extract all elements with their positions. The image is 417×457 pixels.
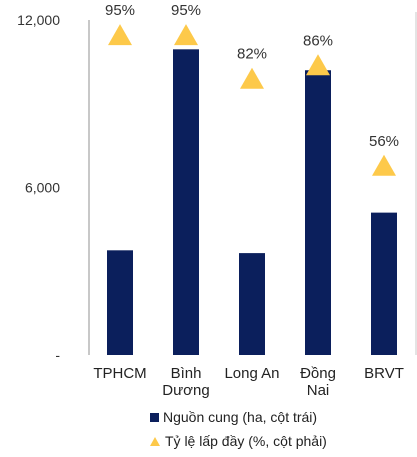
- x-category-label: Long An: [224, 365, 279, 382]
- marker-occupancy: [372, 154, 396, 176]
- legend-swatch-occupancy: [150, 436, 160, 446]
- y-left-tick-label: 6,000: [25, 180, 60, 196]
- x-category-label: BRVT: [364, 365, 404, 382]
- bar-supply: [107, 250, 133, 355]
- x-category-label: TPHCM: [93, 365, 146, 382]
- marker-occupancy: [108, 24, 132, 46]
- x-category-label-line: Bình: [171, 365, 202, 382]
- data-label-occupancy: 56%: [369, 133, 399, 150]
- x-category-label-line: TPHCM: [93, 365, 146, 382]
- y-left-tick-label: 12,000: [17, 12, 60, 28]
- x-category-label-line: Long An: [224, 365, 279, 382]
- marker-occupancy: [174, 24, 198, 46]
- legend-item-supply: Nguồn cung (ha, cột trái): [150, 409, 317, 425]
- bar-supply: [173, 49, 199, 355]
- x-category-label-line: Nai: [307, 382, 330, 399]
- legend-label-occupancy: Tỷ lệ lấp đầy (%, cột phải): [165, 433, 327, 449]
- x-category-label-line: Dương: [162, 382, 209, 399]
- marker-occupancy: [306, 54, 330, 76]
- x-category-label-line: Đồng: [300, 365, 336, 382]
- data-label-occupancy: 95%: [105, 2, 135, 19]
- x-category-label: Đồng Nai: [300, 365, 336, 399]
- legend-item-occupancy: Tỷ lệ lấp đầy (%, cột phải): [150, 433, 327, 449]
- legend-swatch-supply: [150, 412, 159, 422]
- data-label-occupancy: 95%: [171, 2, 201, 19]
- x-category-label-line: BRVT: [364, 365, 404, 382]
- data-label-occupancy: 86%: [303, 32, 333, 49]
- bar-supply: [371, 212, 397, 355]
- data-label-occupancy: 82%: [237, 46, 267, 63]
- x-category-label: Bình Dương: [162, 365, 209, 399]
- marker-occupancy: [240, 67, 264, 89]
- legend-label-supply: Nguồn cung (ha, cột trái): [163, 409, 318, 425]
- bar-supply: [305, 70, 331, 355]
- bar-supply: [239, 253, 265, 355]
- y-left-tick-label: -: [55, 347, 60, 363]
